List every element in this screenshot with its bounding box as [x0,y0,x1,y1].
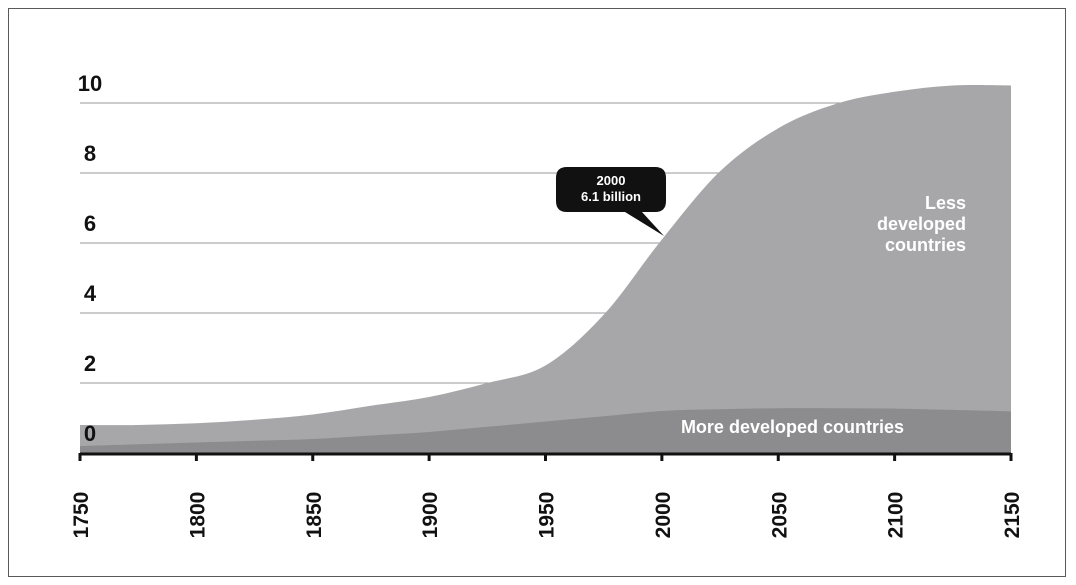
less-developed-label-line1: Less [925,193,966,213]
x-axis-ticks: 1750 1800 1850 1900 1950 2000 2050 2100 2150 [70,492,1024,539]
x-tick-label-2000: 2000 [652,492,675,539]
x-axis [78,452,1013,461]
y-tick-label-6: 6 [84,211,96,236]
x-tick-label-1850: 1850 [303,492,326,539]
more-developed-label: More developed countries [681,417,904,437]
y-tick-label-0: 0 [84,421,96,446]
y-tick-label-10: 10 [78,71,102,96]
x-tick-label-1750: 1750 [70,492,93,539]
y-axis-ticks: 0 2 4 6 8 10 [78,71,102,446]
area-less-developed [80,85,1011,454]
y-tick-label-2: 2 [84,351,96,376]
callout-value: 6.1 billion [581,189,641,204]
x-tick-label-1900: 1900 [419,492,442,539]
x-tick-label-2050: 2050 [768,492,791,539]
annotation-callout: 2000 6.1 billion [556,167,666,236]
x-tick-label-1950: 1950 [536,492,559,539]
area-more-developed [80,408,1011,453]
x-tick-label-1800: 1800 [186,492,209,539]
region-labels: Less developed countries More developed … [681,193,966,437]
x-tick-label-2150: 2150 [1001,492,1024,539]
callout-bubble [556,167,666,236]
area-series [80,85,1011,454]
callout-year: 2000 [597,173,626,188]
y-tick-label-4: 4 [84,281,97,306]
x-tick-label-2100: 2100 [885,492,908,539]
less-developed-label-line2: developed [877,214,966,234]
y-tick-label-8: 8 [84,141,96,166]
less-developed-label-line3: countries [885,235,966,255]
